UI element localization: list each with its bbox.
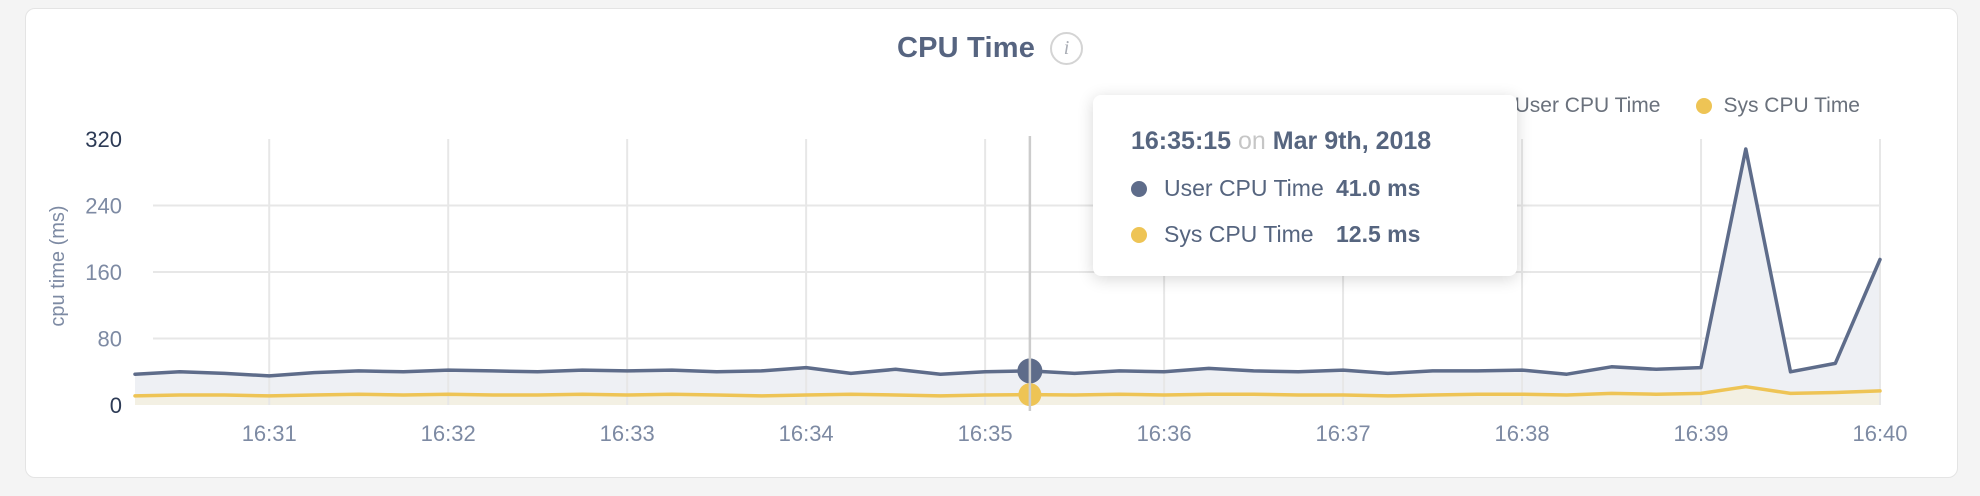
legend-item-sys-cpu[interactable]: Sys CPU Time	[1696, 94, 1860, 118]
tooltip-series-label: Sys CPU Time	[1164, 221, 1314, 247]
svg-text:16:31: 16:31	[242, 421, 297, 446]
tooltip-title: 16:35:15 on Mar 9th, 2018	[1131, 127, 1489, 156]
tooltip-series-label: User CPU Time	[1164, 175, 1324, 201]
svg-text:0: 0	[110, 393, 122, 418]
tooltip-row-user: User CPU Time 41.0 ms	[1131, 175, 1489, 202]
svg-text:320: 320	[85, 127, 122, 152]
legend-label: User CPU Time	[1514, 94, 1661, 117]
svg-text:16:40: 16:40	[1852, 421, 1907, 446]
tooltip-row-sys: Sys CPU Time 12.5 ms	[1131, 221, 1489, 248]
svg-text:16:39: 16:39	[1673, 421, 1728, 446]
tooltip-date: Mar 9th, 2018	[1272, 127, 1432, 155]
sys-series-dot-icon	[1131, 226, 1147, 243]
tooltip-series-value: 41.0 ms	[1336, 175, 1421, 201]
y-axis-label: cpu time (ms)	[47, 205, 69, 327]
user-series-dot-icon	[1131, 180, 1147, 197]
chart-legend: User CPU Time Sys CPU Time	[1487, 94, 1860, 118]
tooltip-series-value: 12.5 ms	[1336, 221, 1421, 247]
sys-series-dot-icon	[1696, 98, 1713, 114]
svg-text:160: 160	[85, 260, 122, 285]
svg-text:16:34: 16:34	[779, 421, 834, 446]
tooltip-time: 16:35:15	[1131, 127, 1232, 155]
legend-label: Sys CPU Time	[1723, 94, 1860, 117]
info-icon[interactable]: i	[1050, 31, 1084, 65]
svg-text:16:35: 16:35	[958, 421, 1013, 446]
svg-text:16:33: 16:33	[600, 421, 655, 446]
svg-text:16:37: 16:37	[1316, 421, 1371, 446]
page-title: CPU Time	[896, 31, 1036, 64]
hover-tooltip: 16:35:15 on Mar 9th, 2018 User CPU Time …	[1093, 95, 1517, 276]
tooltip-connector: on	[1238, 127, 1266, 155]
svg-text:80: 80	[98, 327, 122, 352]
chart-header: CPU Time i	[0, 30, 1980, 66]
svg-text:240: 240	[85, 194, 122, 219]
svg-text:16:38: 16:38	[1495, 421, 1550, 446]
svg-text:16:32: 16:32	[421, 421, 476, 446]
svg-text:16:36: 16:36	[1137, 421, 1192, 446]
